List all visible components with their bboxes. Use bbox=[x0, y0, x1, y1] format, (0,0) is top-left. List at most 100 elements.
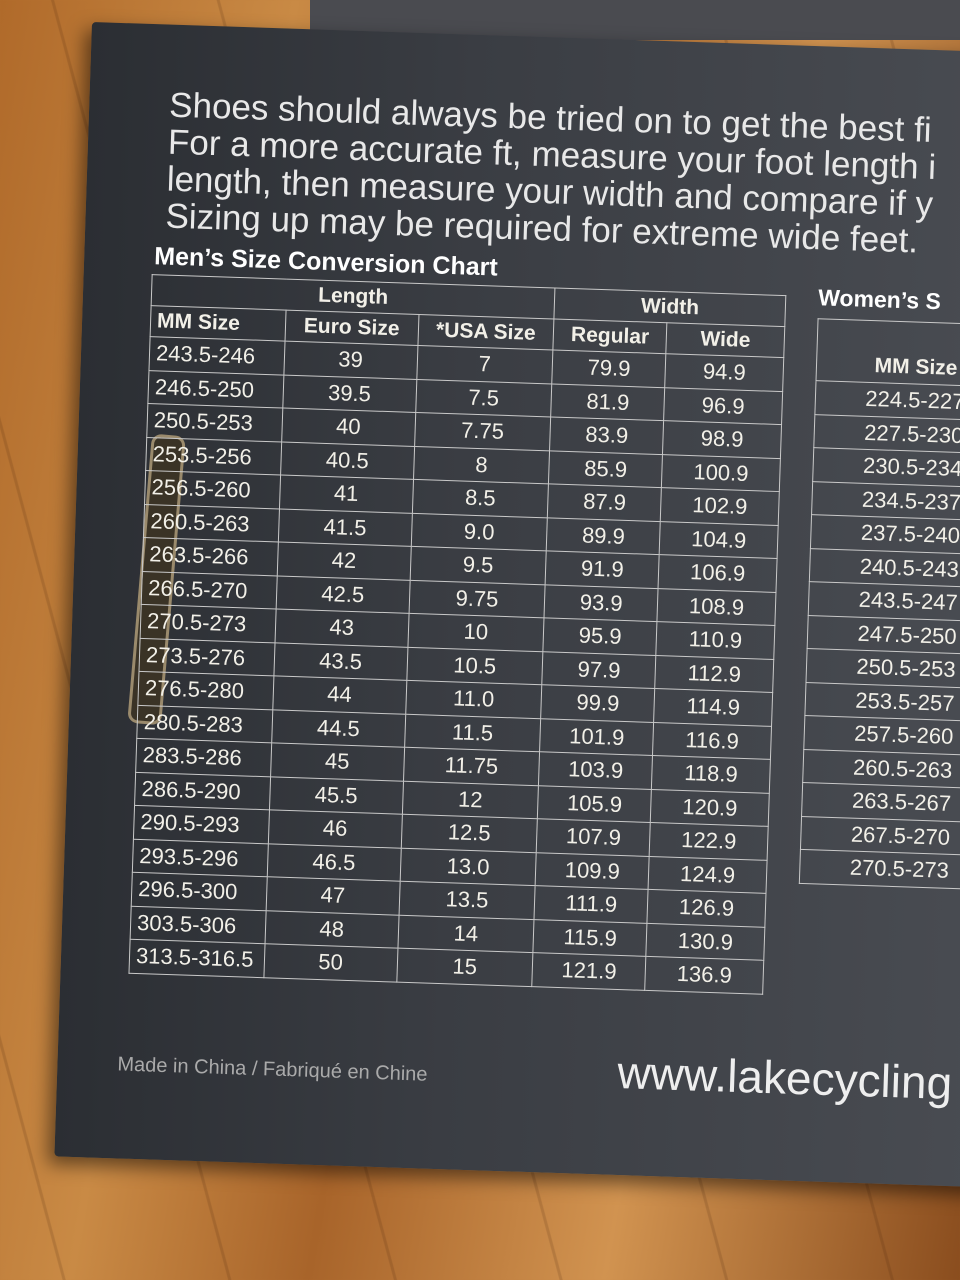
table-cell: 12 bbox=[401, 780, 539, 819]
womens-chart-title: Women’s S bbox=[817, 284, 942, 315]
table-cell: 120.9 bbox=[650, 788, 770, 827]
table-cell: 10 bbox=[407, 613, 545, 652]
table-cell: 253.5-256 bbox=[145, 437, 282, 475]
table-cell: 122.9 bbox=[649, 822, 769, 860]
table-cell: 11.0 bbox=[405, 680, 543, 719]
table-cell: 107.9 bbox=[536, 818, 651, 856]
table-cell: 79.9 bbox=[552, 349, 666, 388]
table-cell: 83.9 bbox=[549, 416, 664, 455]
table-cell: 103.9 bbox=[538, 751, 653, 789]
womens-size-table: MM Size 224.5-227 227.5-230 230.5-234 234.5… bbox=[799, 318, 960, 890]
table-cell: 290.5-293 bbox=[133, 805, 270, 844]
table-cell: 46.5 bbox=[267, 843, 401, 882]
table-cell: 121.9 bbox=[532, 952, 646, 990]
table-cell: 12.5 bbox=[400, 814, 538, 853]
table-cell: 7 bbox=[416, 345, 554, 384]
table-cell: 260.5-263 bbox=[143, 504, 280, 542]
table-cell: 41 bbox=[279, 474, 414, 513]
table-cell: 102.9 bbox=[660, 487, 780, 526]
table-cell: 47 bbox=[265, 876, 400, 915]
table-cell: 87.9 bbox=[547, 483, 662, 522]
table-cell: 14 bbox=[397, 914, 535, 953]
table-cell: 99.9 bbox=[540, 684, 655, 723]
shoe-box: Shoes should always be tried on to get t… bbox=[54, 22, 960, 1189]
table-cell: 10.5 bbox=[406, 646, 544, 685]
table-cell: 96.9 bbox=[663, 387, 783, 425]
table-cell: 270.5-273 bbox=[799, 849, 960, 890]
table-cell: 101.9 bbox=[539, 718, 654, 756]
mens-size-table: Length Width MM Size Euro Size *USA Size… bbox=[128, 274, 786, 994]
table-cell: 94.9 bbox=[664, 353, 784, 392]
table-cell: 8 bbox=[413, 445, 550, 484]
table-cell: 106.9 bbox=[658, 554, 778, 592]
table-cell: 85.9 bbox=[548, 450, 663, 488]
table-cell: 97.9 bbox=[542, 651, 656, 689]
table-cell: 46 bbox=[268, 809, 402, 848]
table-cell: 7.75 bbox=[414, 412, 551, 451]
table-cell: 43.5 bbox=[273, 642, 408, 681]
table-cell: 112.9 bbox=[654, 655, 774, 693]
table-cell: 9.0 bbox=[410, 512, 548, 551]
column-header: *USA Size bbox=[417, 314, 555, 350]
table-cell: 95.9 bbox=[543, 617, 658, 656]
table-cell: 50 bbox=[263, 943, 398, 982]
table-cell: 118.9 bbox=[651, 755, 771, 793]
made-in-label: Made in China / Fabriqué en Chine bbox=[117, 1053, 428, 1086]
table-cell: 9.5 bbox=[409, 546, 547, 585]
table-cell: 11.5 bbox=[404, 713, 541, 752]
table-cell: 91.9 bbox=[545, 550, 660, 589]
table-cell: 266.5-270 bbox=[141, 570, 278, 609]
table-cell: 40 bbox=[281, 408, 416, 446]
table-cell: 40.5 bbox=[280, 441, 415, 480]
table-cell: 273.5-276 bbox=[138, 637, 275, 676]
table-cell: 116.9 bbox=[652, 722, 772, 760]
table-cell: 7.5 bbox=[415, 378, 553, 417]
table-cell: 11.75 bbox=[403, 747, 540, 786]
table-cell: 263.5-266 bbox=[142, 537, 279, 576]
intro-text: Shoes should always be tried on to get t… bbox=[165, 86, 938, 261]
table-cell: 13.0 bbox=[399, 847, 537, 886]
table-cell: 100.9 bbox=[661, 454, 781, 492]
table-cell: 39.5 bbox=[282, 374, 417, 413]
table-cell: 44.5 bbox=[271, 709, 406, 748]
table-cell: 114.9 bbox=[653, 688, 773, 726]
table-cell: 243.5-246 bbox=[148, 336, 285, 375]
table-cell: 45.5 bbox=[269, 776, 404, 815]
table-cell: 108.9 bbox=[657, 588, 776, 626]
table-cell: 42.5 bbox=[275, 575, 410, 614]
table-cell: 89.9 bbox=[546, 517, 661, 555]
table-cell: 276.5-280 bbox=[137, 671, 274, 710]
table-cell: 41.5 bbox=[278, 508, 412, 547]
table-cell: 246.5-250 bbox=[147, 370, 284, 409]
column-header: MM Size bbox=[150, 305, 286, 342]
table-cell: 270.5-273 bbox=[140, 604, 276, 643]
table-cell: 15 bbox=[396, 948, 534, 987]
table-cell: 98.9 bbox=[662, 420, 782, 459]
table-cell: 93.9 bbox=[544, 584, 659, 622]
column-header: MM Size bbox=[816, 318, 960, 388]
table-cell: 81.9 bbox=[550, 383, 665, 421]
table-cell: 48 bbox=[264, 910, 399, 949]
table-cell: 109.9 bbox=[535, 852, 650, 890]
table-cell: 313.5-316.5 bbox=[128, 939, 265, 978]
column-header: Regular bbox=[553, 318, 668, 354]
table-cell: 105.9 bbox=[537, 785, 652, 823]
website-url: www.lakecycling bbox=[616, 1046, 954, 1110]
table-row: 270.5-273 bbox=[799, 849, 960, 890]
table-cell: 45 bbox=[270, 742, 405, 781]
table-cell: 283.5-286 bbox=[135, 738, 272, 777]
table-cell: 280.5-283 bbox=[136, 704, 273, 743]
table-cell: 124.9 bbox=[648, 855, 768, 894]
table-cell: 130.9 bbox=[645, 922, 765, 961]
table-cell: 39 bbox=[283, 341, 418, 379]
table-cell: 104.9 bbox=[659, 521, 779, 559]
column-header: Euro Size bbox=[284, 310, 419, 346]
table-cell: 13.5 bbox=[398, 881, 536, 920]
table-cell: 126.9 bbox=[647, 889, 766, 927]
table-cell: 42 bbox=[277, 541, 411, 580]
table-cell: 110.9 bbox=[655, 621, 775, 659]
table-cell: 136.9 bbox=[644, 956, 764, 994]
table-cell: 9.75 bbox=[408, 579, 546, 618]
table-cell: 250.5-253 bbox=[146, 403, 283, 442]
table-cell: 43 bbox=[274, 608, 409, 647]
